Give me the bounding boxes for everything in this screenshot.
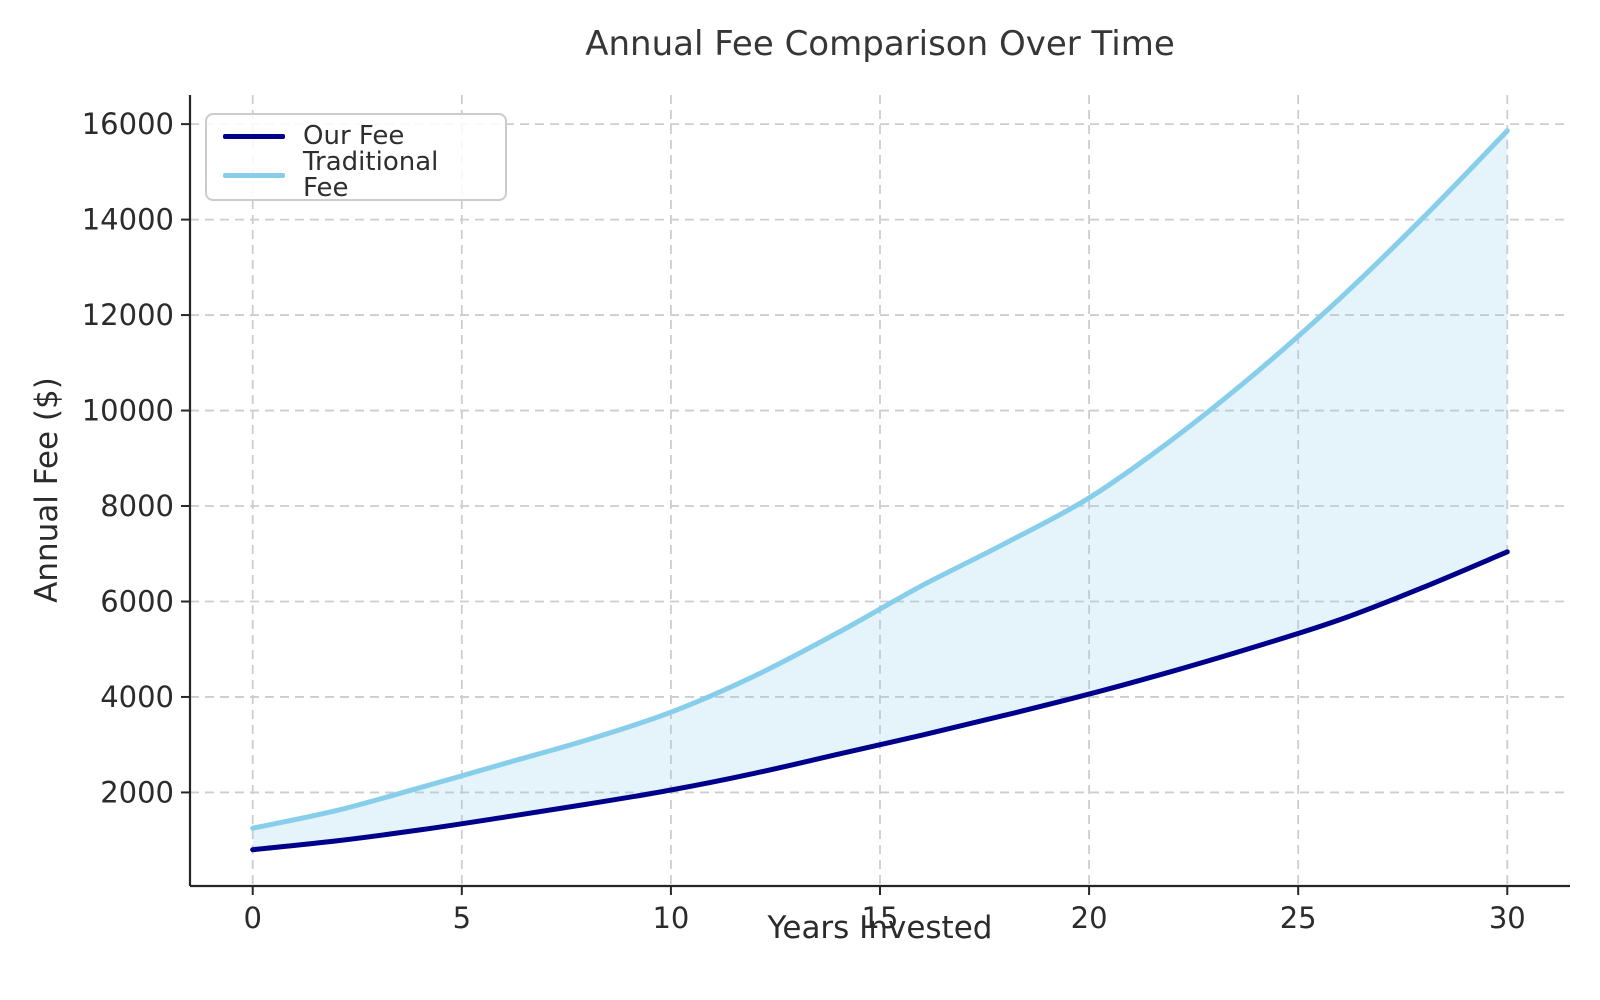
y-axis-label: Annual Fee ($) — [29, 377, 65, 603]
y-tick-label: 4000 — [100, 680, 174, 714]
x-tick-label: 25 — [1280, 901, 1317, 935]
y-tick-label: 10000 — [82, 394, 174, 428]
y-tick-label: 2000 — [100, 775, 174, 809]
traditional-fee-line — [250, 128, 1510, 831]
x-tick-label: 15 — [862, 901, 899, 935]
our-fee-line — [250, 549, 1510, 853]
x-tick-label: 10 — [652, 901, 689, 935]
y-tick-label: 14000 — [82, 203, 174, 237]
legend-label: Our Fee — [303, 121, 405, 151]
y-tick-label: 6000 — [100, 584, 174, 618]
legend-swatch — [223, 133, 285, 139]
x-tick-label: 30 — [1489, 901, 1526, 935]
x-tick-label: 5 — [453, 901, 471, 935]
legend-item-traditional-fee: Traditional Fee — [223, 149, 489, 201]
x-tick-label: 0 — [244, 901, 262, 935]
legend: Our Fee Traditional Fee — [205, 113, 507, 201]
y-tick-label: 8000 — [100, 489, 174, 523]
y-tick-label: 16000 — [82, 107, 174, 141]
y-tick-label: 12000 — [82, 298, 174, 332]
x-tick-label: 20 — [1071, 901, 1108, 935]
fee-savings-band — [252, 130, 1508, 850]
chart-title: Annual Fee Comparison Over Time — [585, 24, 1175, 64]
legend-item-our-fee: Our Fee — [223, 123, 489, 149]
legend-swatch — [223, 172, 285, 178]
x-axis-label: Years Invested — [767, 910, 993, 946]
legend-label: Traditional Fee — [303, 147, 439, 203]
